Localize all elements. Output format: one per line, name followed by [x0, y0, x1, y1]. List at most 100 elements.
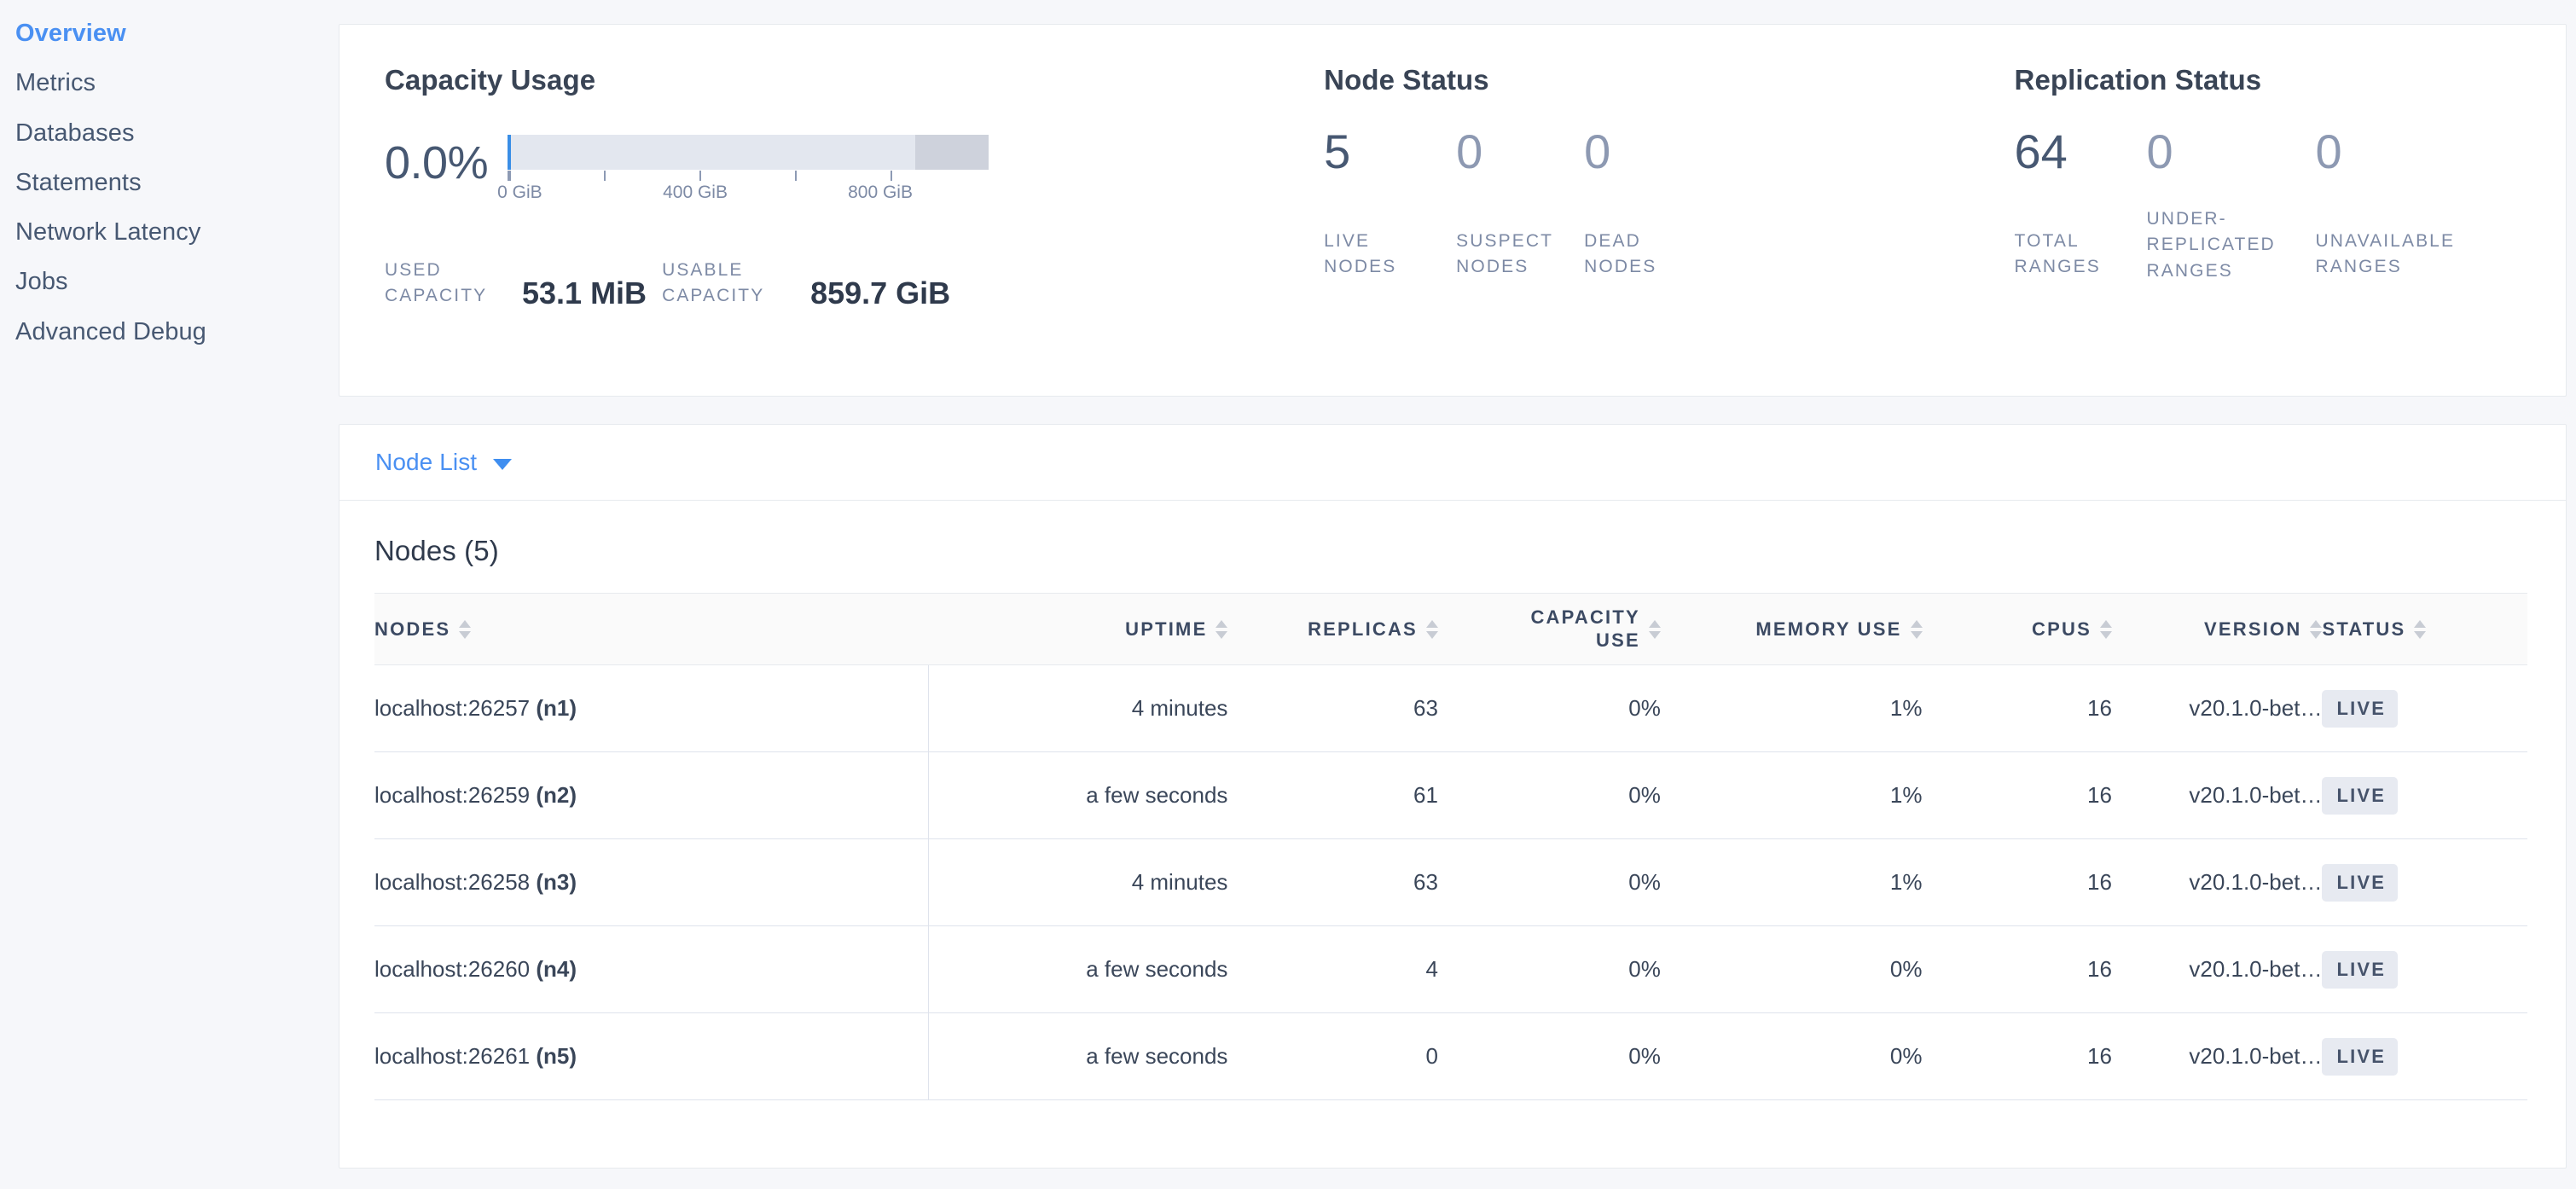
suspect-nodes-value: 0	[1456, 125, 1483, 178]
column-header-version[interactable]: VERSION	[2111, 593, 2323, 665]
status-badge: LIVE	[2322, 1037, 2399, 1076]
capacity-bar-unusable-segment	[915, 135, 989, 170]
cell-replicas: 63	[1227, 664, 1438, 752]
nodes-table-body: localhost:26257 (n1) 4 minutes 63 0% 1% …	[374, 664, 2527, 1100]
sort-icon[interactable]	[1425, 619, 1438, 639]
axis-tick	[604, 171, 606, 181]
status-badge: LIVE	[2322, 689, 2399, 728]
table-row[interactable]: localhost:26258 (n3) 4 minutes 63 0% 1% …	[374, 838, 2527, 926]
sidebar-item-label: Metrics	[15, 69, 96, 97]
column-header-status[interactable]: STATUS	[2322, 593, 2527, 665]
cell-memory-use: 0%	[1660, 1012, 1923, 1100]
dead-nodes-value: 0	[1584, 125, 1611, 178]
sidebar-item-jobs[interactable]: Jobs	[0, 257, 339, 306]
used-capacity-label: USED CAPACITY	[385, 260, 488, 306]
column-header-label: NODES	[374, 618, 451, 640]
cell-cpus: 16	[1922, 838, 2112, 926]
sidebar-item-network-latency[interactable]: Network Latency	[0, 207, 339, 257]
node-id: (n1)	[536, 695, 577, 721]
column-header-label: UPTIME	[1125, 618, 1208, 640]
cell-uptime: 4 minutes	[928, 664, 1228, 752]
dead-nodes-label: DEAD NODES	[1584, 231, 1657, 277]
usable-capacity-label: USABLE CAPACITY	[662, 260, 765, 306]
capacity-bar-row: 0.0% 0 GiB	[385, 131, 1311, 203]
column-header-nodes[interactable]: NODES	[374, 593, 929, 665]
used-capacity-stat: USED CAPACITY 53.1 MiB	[385, 258, 647, 310]
cell-replicas: 63	[1227, 838, 1438, 926]
table-row[interactable]: localhost:26259 (n2) a few seconds 61 0%…	[374, 751, 2527, 839]
nodes-table: NODES UPTIME REPLICAS	[374, 593, 2527, 1100]
sidebar-item-statements[interactable]: Statements	[0, 158, 339, 207]
axis-tick	[509, 171, 512, 181]
sort-icon[interactable]	[1215, 619, 1228, 639]
column-header-label: STATUS	[2322, 618, 2406, 640]
table-row[interactable]: localhost:26257 (n1) 4 minutes 63 0% 1% …	[374, 664, 2527, 752]
table-row[interactable]: localhost:26261 (n5) a few seconds 0 0% …	[374, 1012, 2527, 1100]
cell-replicas: 4	[1227, 925, 1438, 1013]
dead-nodes-metric: 0 DEAD NODES	[1584, 125, 1712, 277]
column-header-label: CAPACITY USE	[1530, 606, 1640, 651]
axis-tick-label: 400 GiB	[663, 183, 728, 202]
under-replicated-ranges-label: UNDER-REPLICATED RANGES	[2146, 209, 2276, 281]
sort-icon[interactable]	[2310, 619, 2323, 639]
cell-uptime: a few seconds	[928, 1012, 1228, 1100]
column-header-uptime[interactable]: UPTIME	[928, 593, 1228, 665]
sort-icon[interactable]	[459, 619, 472, 639]
node-status-title: Node Status	[1324, 64, 1489, 96]
sort-icon[interactable]	[1648, 619, 1661, 639]
cell-node: localhost:26261 (n5)	[374, 1012, 929, 1100]
total-ranges-value: 64	[2014, 125, 2068, 178]
cell-version: v20.1.0-bet…	[2111, 751, 2323, 839]
cell-cpus: 16	[1922, 925, 2112, 1013]
cell-version: v20.1.0-bet…	[2111, 925, 2323, 1013]
node-id: (n4)	[536, 956, 577, 982]
sidebar-item-metrics[interactable]: Metrics	[0, 58, 339, 107]
cell-version: v20.1.0-bet…	[2111, 1012, 2323, 1100]
sidebar-item-advanced-debug[interactable]: Advanced Debug	[0, 307, 339, 357]
axis-tick-label: 0 GiB	[497, 183, 542, 202]
axis-tick	[891, 171, 893, 181]
sort-icon[interactable]	[2099, 619, 2112, 639]
node-address: localhost:26258	[374, 869, 537, 895]
table-row[interactable]: localhost:26260 (n4) a few seconds 4 0% …	[374, 925, 2527, 1013]
sort-icon[interactable]	[2414, 619, 2427, 639]
column-header-replicas[interactable]: REPLICAS	[1227, 593, 1438, 665]
sidebar-item-label: Jobs	[15, 268, 68, 296]
node-id: (n5)	[536, 1043, 577, 1069]
sidebar-item-label: Advanced Debug	[15, 317, 206, 345]
live-nodes-metric: 5 LIVE NODES	[1324, 128, 1456, 277]
axis-tick-label: 800 GiB	[848, 183, 913, 202]
node-address: localhost:26260	[374, 956, 537, 982]
status-badge: LIVE	[2322, 950, 2399, 989]
capacity-axis: 0 GiB 400 GiB 800 GiB	[497, 171, 989, 203]
cluster-summary-card: Capacity Usage 0.0%	[339, 24, 2567, 397]
sidebar-item-overview[interactable]: Overview	[0, 9, 339, 58]
unavailable-ranges-label: UNAVAILABLE RANGES	[2315, 231, 2456, 277]
suspect-nodes-label: SUSPECT NODES	[1456, 231, 1553, 277]
column-header-capacity-use[interactable]: CAPACITY USE	[1437, 593, 1661, 665]
column-header-label: MEMORY USE	[1755, 618, 1902, 640]
unavailable-ranges-metric: 0 UNAVAILABLE RANGES	[2316, 128, 2469, 277]
status-badge: LIVE	[2322, 776, 2399, 815]
sidebar-item-label: Databases	[15, 119, 135, 147]
column-header-cpus[interactable]: CPUS	[1922, 593, 2112, 665]
cell-replicas: 0	[1227, 1012, 1438, 1100]
node-status-panel: Node Status 5 LIVE NODES 0 SUSPECT NODES…	[1311, 25, 1993, 396]
cell-node: localhost:26257 (n1)	[374, 664, 929, 752]
node-list-dropdown[interactable]: Node List	[339, 425, 2566, 501]
cell-cpus: 16	[1922, 1012, 2112, 1100]
column-header-label: CPUS	[2032, 618, 2092, 640]
sort-icon[interactable]	[1910, 619, 1923, 639]
cell-memory-use: 1%	[1660, 664, 1923, 752]
suspect-nodes-metric: 0 SUSPECT NODES	[1456, 125, 1584, 277]
cell-capacity-use: 0%	[1437, 838, 1661, 926]
nodes-table-section: Nodes (5) NODES UPTIME	[339, 501, 2566, 1100]
sidebar-item-label: Overview	[15, 20, 126, 47]
capacity-usage-panel: Capacity Usage 0.0%	[339, 25, 1311, 396]
axis-tick	[699, 171, 702, 181]
sidebar-item-label: Network Latency	[15, 218, 201, 246]
cell-status: LIVE	[2322, 751, 2527, 839]
sidebar: Overview Metrics Databases Statements Ne…	[0, 0, 339, 1189]
column-header-memory-use[interactable]: MEMORY USE	[1660, 593, 1923, 665]
sidebar-item-databases[interactable]: Databases	[0, 108, 339, 158]
